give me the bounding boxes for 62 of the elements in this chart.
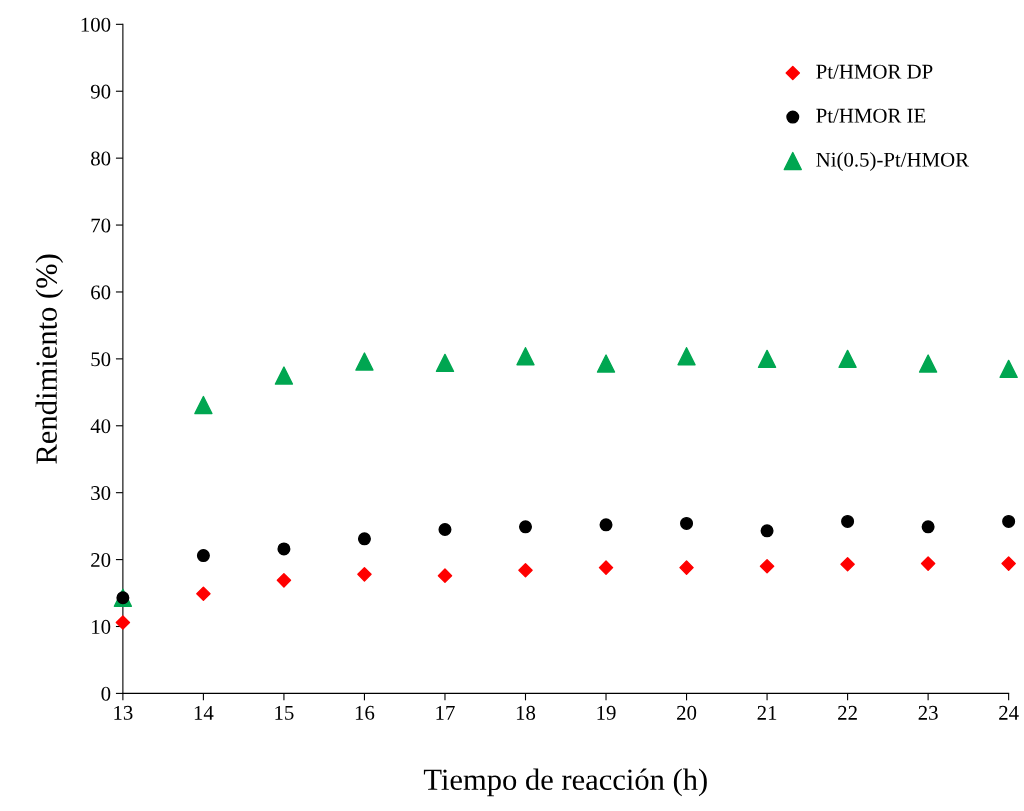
point [115, 615, 131, 630]
point [518, 520, 533, 534]
x-tick-label: 19 [597, 705, 616, 720]
point [357, 532, 371, 546]
point [838, 349, 857, 369]
point [518, 563, 533, 578]
y-tick-label: 20 [91, 552, 111, 568]
point [357, 567, 372, 582]
y-tick-label: 100 [81, 17, 111, 32]
point [921, 520, 935, 534]
y-tick-label: 80 [91, 151, 111, 166]
point [918, 354, 938, 373]
x-tick-label: 17 [436, 705, 455, 720]
point [599, 518, 613, 532]
point [438, 522, 452, 536]
point [757, 349, 777, 369]
point [276, 573, 292, 588]
x-axis-title: Tiempo de reacción (h) [423, 768, 707, 797]
x-tick-label: 24 [999, 705, 1019, 720]
x-tick-label: 21 [757, 705, 777, 720]
x-tick-label: 18 [516, 705, 536, 720]
y-tick-label: 0 [101, 686, 111, 701]
legend-label: Pt/HMOR DP [816, 64, 933, 79]
legend-label: Pt/HMOR IE [816, 108, 926, 123]
x-tick-label: 22 [838, 705, 857, 720]
point [277, 542, 291, 556]
point [596, 354, 616, 373]
point [274, 366, 294, 385]
point [355, 352, 374, 371]
x-tick-label: 13 [114, 705, 133, 720]
point [196, 549, 210, 563]
point [760, 524, 774, 538]
point [1002, 514, 1016, 528]
y-tick-label: 10 [92, 619, 111, 634]
point [999, 359, 1018, 379]
y-tick-label: 60 [91, 285, 111, 300]
legend-label: Ni(0.5)-Pt/HMOR [816, 152, 970, 171]
point [841, 514, 855, 528]
point [437, 568, 453, 583]
y-axis-title: Rendimiento (%) [35, 254, 64, 464]
x-tick-label: 15 [275, 705, 294, 720]
point [679, 560, 694, 575]
point [680, 516, 694, 530]
y-tick-label: 30 [91, 486, 111, 501]
point [194, 395, 213, 415]
y-tick-label: 40 [90, 419, 111, 434]
point [920, 556, 936, 571]
y-tick-label: 50 [91, 352, 111, 367]
x-tick-label: 20 [677, 705, 697, 720]
point [677, 346, 696, 366]
point [1001, 556, 1016, 571]
point [196, 586, 211, 601]
point [759, 558, 775, 574]
y-tick-label: 70 [91, 218, 111, 233]
point [598, 560, 614, 575]
y-tick-label: 90 [90, 84, 111, 99]
x-tick-label: 14 [194, 705, 214, 720]
point [840, 556, 855, 572]
point [435, 353, 455, 373]
x-tick-label: 23 [918, 705, 938, 720]
x-tick-label: 16 [355, 705, 375, 720]
point [516, 346, 535, 366]
